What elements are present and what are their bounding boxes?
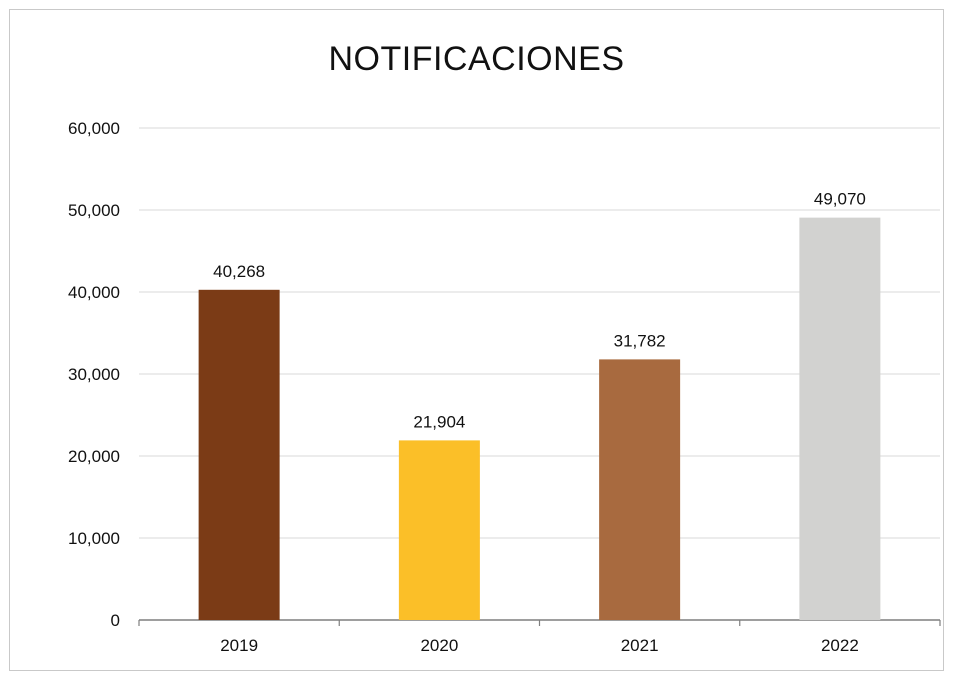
y-tick-label: 30,000 [68,365,120,384]
data-label-2020: 21,904 [413,412,465,431]
data-label-2019: 40,268 [213,262,265,281]
bar-2021 [599,359,681,620]
y-tick-label: 20,000 [68,447,120,466]
x-tick-label-2021: 2021 [621,636,659,655]
y-tick-label: 10,000 [68,529,120,548]
data-label-2022: 49,070 [814,190,866,209]
y-tick-label: 40,000 [68,283,120,302]
bar-2020 [398,440,480,620]
y-tick-label: 50,000 [68,201,120,220]
bar-2019 [198,289,280,620]
chart-title: NOTIFICACIONES [328,40,625,78]
y-tick-label: 60,000 [68,119,120,138]
x-tick-label-2020: 2020 [420,636,458,655]
bar-2022 [799,217,881,620]
data-label-2021: 31,782 [614,331,666,350]
y-tick-label: 0 [111,611,120,630]
x-tick-label-2019: 2019 [220,636,258,655]
x-tick-label-2022: 2022 [821,636,859,655]
